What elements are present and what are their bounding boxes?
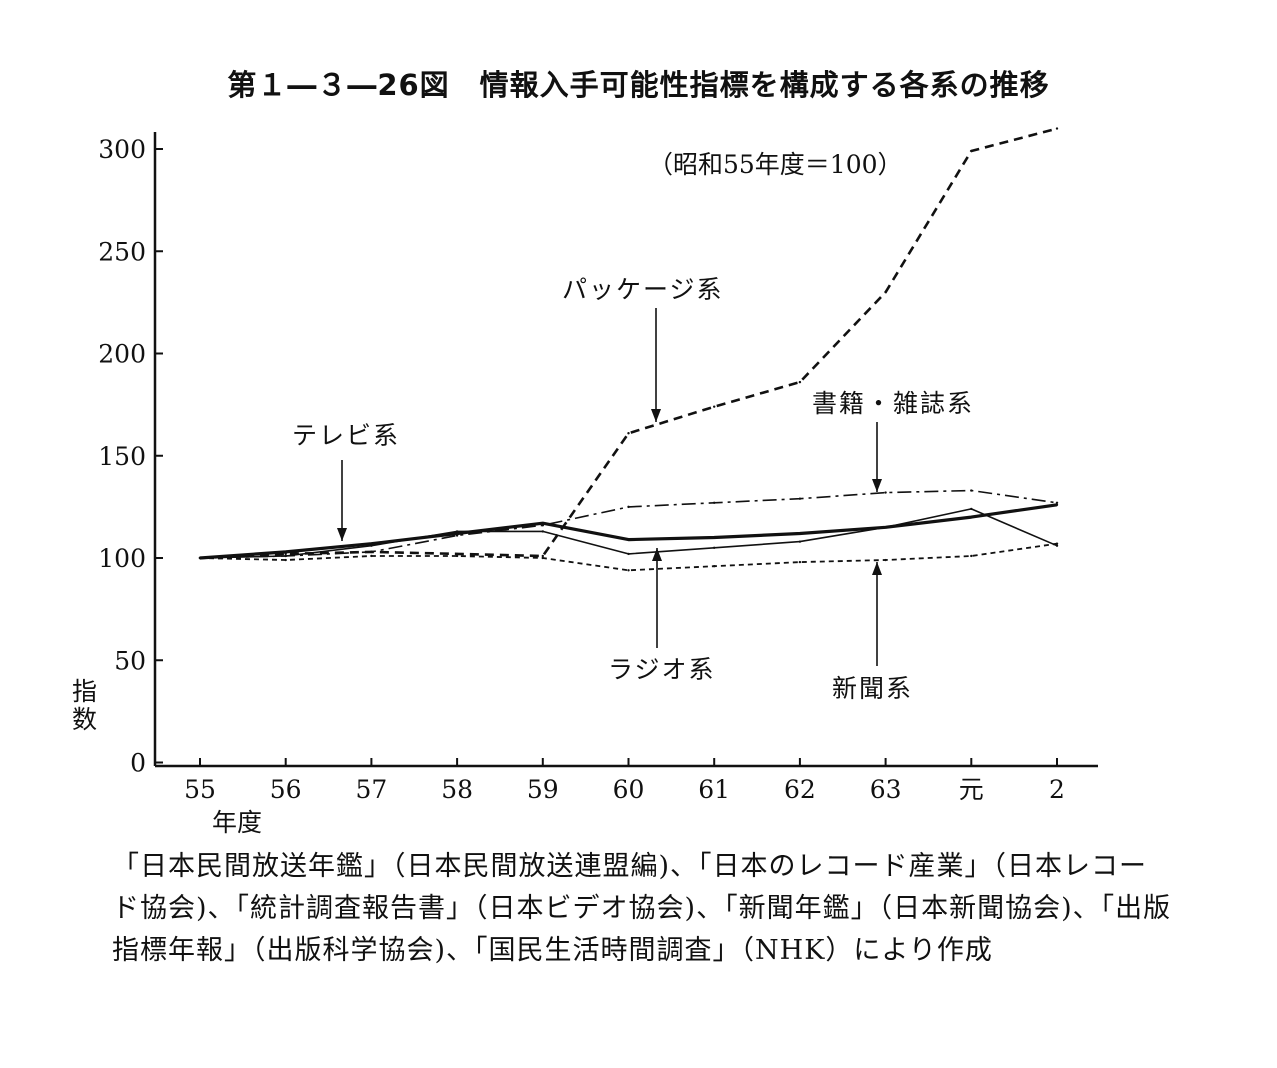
y-tick-label: 100: [98, 544, 146, 573]
series-point: [541, 522, 544, 525]
series-line-4: [199, 542, 1058, 572]
figure-title: 第１―３―26図 情報入手可能性指標を構成する各系の推移: [227, 68, 1050, 102]
series-point: [884, 290, 887, 294]
series-point: [541, 554, 544, 558]
series-point: [455, 532, 459, 535]
y-tick-group: 0 50 100 150 200 250 300: [98, 135, 163, 778]
series-point: [970, 515, 973, 519]
y-axis-title-char: 指: [72, 677, 97, 706]
series-point: [970, 554, 973, 558]
series-point: [884, 491, 887, 494]
y-tick-label: 50: [114, 646, 146, 675]
series-point: [970, 149, 973, 153]
series-point: [370, 542, 373, 545]
series-point: [627, 432, 630, 435]
series-point: [541, 556, 544, 560]
series-point: [970, 507, 973, 511]
y-tick-label: 200: [98, 340, 146, 369]
series-point: [541, 530, 544, 533]
y-tick-label: 300: [98, 135, 146, 164]
callout-label: パッケージ系: [562, 275, 724, 304]
series-point: [284, 554, 287, 558]
callout-label: 書籍・雑誌系: [812, 389, 974, 418]
series-point: [713, 564, 716, 568]
series-point: [713, 536, 716, 539]
series-point: [713, 546, 716, 549]
series-line-2: [199, 503, 1058, 560]
series-point: [370, 554, 373, 558]
series-point: [798, 540, 802, 543]
series-point: [798, 380, 802, 384]
x-tick-label: 55: [184, 775, 216, 804]
x-tick-label: 57: [355, 775, 387, 804]
series-point: [455, 552, 459, 556]
series-point: [970, 489, 973, 492]
series-point: [627, 552, 630, 556]
series-point: [627, 569, 630, 572]
x-tick-label: 61: [698, 775, 730, 804]
callout-label: テレビ系: [292, 421, 400, 450]
x-tick-label: 元: [959, 775, 984, 804]
x-tick-label: 63: [870, 775, 902, 804]
series-line-3: [199, 508, 1058, 559]
series-point: [713, 501, 716, 504]
x-tick-label: 59: [527, 775, 559, 804]
x-tick-label: 60: [613, 775, 645, 804]
x-tick-label: 62: [784, 775, 816, 804]
callout-arrow-head: [872, 562, 882, 575]
series-point: [284, 550, 287, 554]
y-axis-title: 指数: [72, 677, 97, 734]
base-annotation: （昭和55年度＝100）: [648, 150, 903, 179]
x-tick-label: 58: [441, 775, 473, 804]
x-axis-title: 年度: [212, 808, 262, 837]
y-axis-title-char: 数: [72, 705, 97, 734]
x-tick-group: 55 56 57 58 59 60 61 62 63 元 2: [184, 758, 1065, 804]
source-note: 「日本民間放送年鑑」（日本民間放送連盟編)、「日本のレコード産業」（日本レコード…: [112, 851, 1172, 966]
callout-arrow-head: [652, 548, 662, 561]
y-tick-label: 150: [98, 442, 146, 471]
callout-arrow-head: [872, 479, 882, 492]
series-line-0: [199, 127, 1058, 560]
series-point: [798, 532, 802, 535]
callout-label: ラジオ系: [608, 655, 716, 684]
series-point: [1055, 544, 1059, 547]
series-point: [713, 405, 716, 408]
series-point: [884, 558, 887, 562]
series-point: [284, 558, 287, 562]
series-point: [370, 550, 373, 554]
series-point: [627, 538, 630, 541]
series-point: [370, 544, 373, 547]
series-point: [1055, 127, 1059, 130]
series-point: [1055, 542, 1059, 545]
callout-label: 新聞系: [832, 674, 913, 703]
series-point: [198, 556, 202, 560]
series-point: [1055, 503, 1059, 507]
series-point: [455, 530, 459, 533]
callout-arrow-head: [337, 528, 347, 541]
series-point: [884, 526, 887, 529]
series-group: [198, 127, 1059, 572]
y-tick-label: 250: [98, 237, 146, 266]
series-point: [798, 560, 802, 564]
x-tick-label: 2: [1049, 775, 1065, 804]
series-point: [798, 497, 802, 500]
y-tick-label: 0: [130, 749, 146, 778]
series-point: [455, 554, 459, 558]
series-point: [627, 505, 630, 509]
x-tick-label: 56: [270, 775, 302, 804]
callout-arrow-head: [651, 409, 661, 422]
